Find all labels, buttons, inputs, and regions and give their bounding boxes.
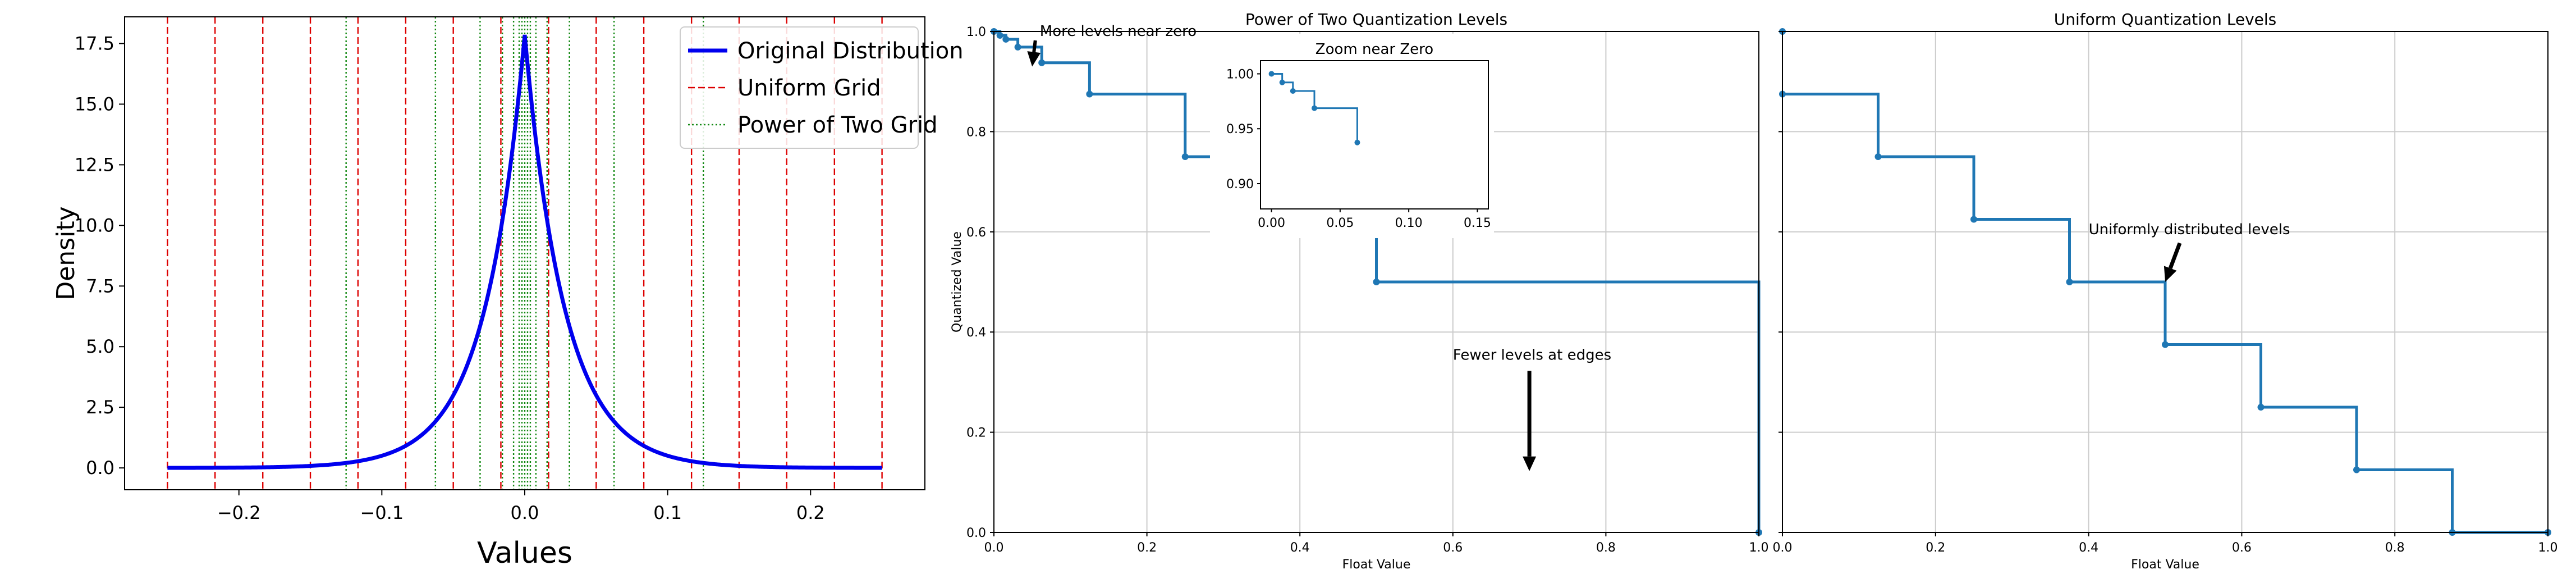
annotation-arrow bbox=[2164, 242, 2182, 282]
chart-title: Uniform Quantization Levels bbox=[2054, 10, 2277, 29]
quantization-point bbox=[996, 31, 1003, 39]
quantization-point bbox=[1086, 90, 1093, 98]
x-tick-label: 0.2 bbox=[1137, 541, 1157, 555]
inset-x-tick-label: 0.00 bbox=[1258, 216, 1285, 230]
inset-y-tick-label: 0.90 bbox=[1226, 177, 1254, 192]
quantization-point bbox=[2353, 466, 2360, 473]
plot-frame bbox=[1782, 31, 2549, 533]
annotation-fewer-levels: Fewer levels at edges bbox=[1453, 347, 1611, 363]
x-tick-label: 0.0 bbox=[984, 541, 1004, 555]
grid-lines bbox=[167, 17, 883, 490]
x-tick-label: 0.8 bbox=[1596, 541, 1616, 555]
x-tick-label: −0.2 bbox=[217, 502, 261, 523]
inset-x-tick-label: 0.10 bbox=[1395, 216, 1423, 230]
x-tick-label: 0.0 bbox=[511, 502, 539, 523]
quantization-point bbox=[1970, 216, 1977, 223]
uniform-panel: Uniform Quantization Levels 0.0 0.2 0.4 0.6… bbox=[1773, 10, 2558, 572]
x-tick-label: 0.1 bbox=[653, 502, 682, 523]
x-tick-label: 0.4 bbox=[1290, 541, 1310, 555]
inset-step-line-layer bbox=[1268, 71, 1360, 145]
x-tick-label: −0.1 bbox=[360, 502, 404, 523]
y-tick-label: 0.0 bbox=[86, 457, 114, 479]
x-axis-label: Float Value bbox=[1342, 558, 1411, 572]
step-line-layer bbox=[1779, 28, 2551, 536]
quantization-point bbox=[2162, 341, 2169, 348]
y-tick-label: 17.5 bbox=[75, 33, 114, 54]
power-of-two-panel: Power of Two Quantization Levels 0.0 0.2 0… bbox=[950, 10, 1769, 572]
y-tick-label: 7.5 bbox=[86, 275, 114, 297]
annotation-more-levels: More levels near zero bbox=[1040, 23, 1197, 40]
chart-title: Power of Two Quantization Levels bbox=[1245, 10, 1507, 29]
quantization-point bbox=[2257, 404, 2265, 411]
y-tick-label: 5.0 bbox=[86, 336, 114, 357]
inset-point bbox=[1290, 88, 1296, 94]
quantization-point bbox=[1181, 153, 1189, 160]
quantization-point bbox=[1002, 35, 1010, 43]
y-tick-label: 0.4 bbox=[966, 326, 986, 340]
y-tick-label: 12.5 bbox=[75, 154, 114, 175]
inset-background bbox=[1210, 34, 1494, 238]
legend-label-original-distribution: Original Distribution bbox=[737, 38, 964, 64]
inset-point bbox=[1354, 139, 1360, 145]
inset-axis-ticks: 0.00 0.05 0.10 0.15 0.90 0.95 1.00 bbox=[1226, 67, 1491, 230]
inset-x-tick-label: 0.05 bbox=[1326, 216, 1354, 230]
annotations: More levels near zero Fewer levels at ed… bbox=[1027, 23, 1611, 471]
quantization-point bbox=[1038, 59, 1046, 66]
quantization-point bbox=[1014, 43, 1021, 51]
x-tick-label: 0.2 bbox=[1926, 541, 1945, 555]
y-tick-label: 1.0 bbox=[966, 25, 986, 39]
inset-point bbox=[1279, 79, 1285, 85]
annotation-arrow bbox=[1027, 40, 1041, 67]
x-tick-label: 0.6 bbox=[1443, 541, 1463, 555]
x-tick-label: 1.0 bbox=[2538, 541, 2558, 555]
annotation-arrow bbox=[1523, 371, 1537, 471]
inset-frame bbox=[1260, 60, 1489, 209]
y-tick-label: 0.2 bbox=[966, 426, 986, 440]
annotations: Uniformly distributed levels bbox=[2089, 221, 2290, 282]
y-tick-label: 15.0 bbox=[75, 93, 114, 115]
x-tick-label: 1.0 bbox=[1749, 541, 1769, 555]
x-tick-label: 0.2 bbox=[796, 502, 825, 523]
y-axis-label: Quantized Value bbox=[950, 231, 964, 332]
quantization-point bbox=[2066, 279, 2073, 285]
y-tick-label: 2.5 bbox=[86, 397, 114, 418]
y-tick-label: 10.0 bbox=[75, 215, 114, 236]
plot-frame bbox=[993, 31, 1759, 533]
density-panel: −0.2 −0.1 0.0 0.1 0.2 0.0 2.5 5.0 7.5 10.0 12.5 15.… bbox=[52, 16, 964, 570]
y-tick-label: 0.6 bbox=[966, 226, 986, 240]
x-tick-label: 0.8 bbox=[2385, 541, 2405, 555]
axis-ticks: 0.0 0.2 0.4 0.6 0.8 1.0 0.0 0.2 0.4 0.6 0.8 1.0 bbox=[966, 25, 1769, 555]
y-axis-label: Density bbox=[52, 206, 80, 300]
x-tick-label: 0.6 bbox=[2232, 541, 2252, 555]
uniform-step-line bbox=[1782, 93, 2548, 534]
x-tick-label: 0.0 bbox=[1773, 541, 1793, 555]
axis-ticks: −0.2 −0.1 0.0 0.1 0.2 0.0 2.5 5.0 7.5 10.0 12.5 15.… bbox=[75, 33, 825, 523]
y-tick-label: 0.0 bbox=[966, 526, 986, 540]
inset-x-tick-label: 0.15 bbox=[1464, 216, 1491, 230]
y-tick-label: 0.8 bbox=[966, 125, 986, 139]
inset-y-tick-label: 0.95 bbox=[1226, 122, 1254, 136]
quantization-point bbox=[1373, 279, 1380, 285]
quantization-point bbox=[1874, 153, 1882, 160]
legend: Original Distribution Uniform Grid Power… bbox=[680, 26, 964, 149]
annotation-uniform-levels: Uniformly distributed levels bbox=[2089, 221, 2290, 238]
legend-box bbox=[680, 26, 919, 149]
legend-label-uniform-grid: Uniform Grid bbox=[737, 75, 881, 101]
x-axis-label: Float Value bbox=[2131, 558, 2199, 572]
original-distribution-line bbox=[167, 34, 882, 470]
axis-ticks: 0.0 0.2 0.4 0.6 0.8 1.0 bbox=[1773, 31, 2558, 555]
inset-title: Zoom near Zero bbox=[1315, 41, 1433, 58]
legend-label-power-of-two-grid: Power of Two Grid bbox=[737, 112, 938, 138]
inset-point bbox=[1268, 71, 1275, 77]
inset-y-tick-label: 1.00 bbox=[1226, 67, 1254, 81]
zoom-inset: Zoom near Zero 0.00 0.05 0.10 0.15 0.90 0.95 1… bbox=[1210, 34, 1494, 238]
x-tick-label: 0.4 bbox=[2079, 541, 2098, 555]
density-curve-layer bbox=[167, 34, 882, 470]
x-axis-label: Values bbox=[477, 536, 572, 570]
inset-point bbox=[1311, 105, 1317, 111]
